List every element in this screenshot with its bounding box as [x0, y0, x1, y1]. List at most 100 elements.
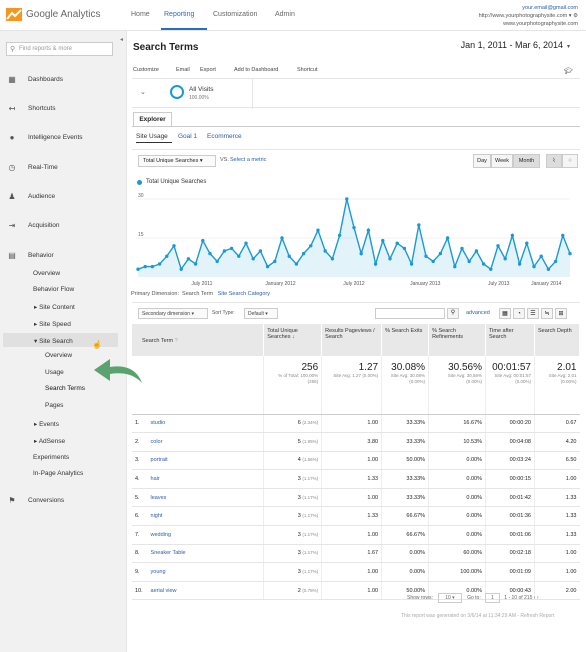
pivot-view-icon[interactable]: ⊞	[555, 308, 567, 319]
sidebar-item-intelligence-events[interactable]: ● Intelligence Events	[0, 130, 126, 144]
col-total-unique-searches[interactable]: Total Unique Searches ↓	[263, 324, 323, 356]
cell-exits: 33.33%	[381, 414, 429, 434]
sidebar-site-search[interactable]: ▾ Site Search	[34, 338, 73, 345]
sidebar-behavior-flow[interactable]: Behavior Flow	[33, 286, 75, 293]
table-row[interactable]: 9. young 3 (1.17%) 1.00 0.00% 100.00% 00:01:0…	[132, 562, 580, 582]
data-point	[366, 228, 371, 232]
date-range-picker[interactable]: Jan 1, 2011 - Mar 6, 2014 ▾	[460, 40, 570, 50]
sidebar-events[interactable]: ▸ Events	[34, 421, 59, 428]
col-search-refinements[interactable]: % Search Refinements	[428, 324, 487, 356]
sidebar-site-content[interactable]: ▸ Site Content	[34, 304, 75, 311]
chevron-down-icon[interactable]: ⌄	[140, 89, 146, 96]
dimension-search-term[interactable]: Search Term	[182, 291, 214, 297]
period-month-button[interactable]: Month	[513, 154, 540, 168]
sidebar-search-overview[interactable]: Overview	[45, 352, 73, 359]
comparison-view-icon[interactable]: ≒	[541, 308, 553, 319]
graduation-cap-icon[interactable]: 🎓︎	[564, 68, 573, 75]
cell-time: 00:00:15	[485, 469, 535, 489]
search-term-link[interactable]: color	[150, 438, 163, 445]
col-search-depth[interactable]: Search Depth	[534, 324, 580, 356]
subtab-ecommerce[interactable]: Ecommerce	[207, 133, 242, 140]
account-selector[interactable]: your.email@gmail.com http://www.yourphot…	[479, 4, 578, 28]
table-row[interactable]: 2. color 5 (1.95%) 3.80 33.33% 10.53% 00:04:0…	[132, 432, 580, 452]
prev-page-icon[interactable]: ‹	[533, 595, 536, 601]
period-day-button[interactable]: Day	[473, 154, 491, 168]
goto-input[interactable]: 1	[485, 593, 500, 603]
search-icon[interactable]: ⚲	[447, 308, 459, 319]
table-search-input[interactable]	[375, 308, 445, 319]
search-term-link[interactable]: aerial view	[150, 587, 177, 594]
advanced-filter-link[interactable]: advanced	[466, 310, 490, 316]
table-view-icon[interactable]: ▦	[499, 308, 511, 319]
search-term-link[interactable]: wedding	[150, 531, 172, 538]
sidebar-item-acquisition[interactable]: ⇥ Acquisition	[0, 218, 126, 232]
sidebar-item-behavior[interactable]: ▤ Behavior	[0, 248, 126, 262]
search-term-link[interactable]: leaves	[150, 494, 167, 501]
export-button[interactable]: Export	[200, 67, 216, 73]
table-row[interactable]: 5. leaves 3 (1.17%) 1.00 33.33% 0.00% 00:01:4…	[132, 488, 580, 508]
performance-view-icon[interactable]: ☰	[527, 308, 539, 319]
sort-type-select[interactable]: Default ▾	[244, 308, 278, 319]
select-metric-link[interactable]: Select a metric	[230, 157, 267, 163]
search-term-link[interactable]: studio	[150, 420, 166, 427]
search-term-link[interactable]: Sneaker Table	[150, 550, 186, 557]
sidebar-item-conversions[interactable]: ⚑ Conversions	[0, 493, 126, 507]
table-row[interactable]: 8. Sneaker Table 3 (1.17%) 1.67 0.00% 60.00%…	[132, 544, 580, 564]
search-term-link[interactable]: young	[150, 569, 166, 576]
secondary-dimension-select[interactable]: Secondary dimension ▾	[138, 308, 208, 319]
tab-customization[interactable]: Customization	[213, 11, 258, 18]
subtab-goal-1[interactable]: Goal 1	[178, 133, 198, 140]
table-row[interactable]: 6. night 3 (1.17%) 1.33 66.67% 0.00% 00:01:36…	[132, 506, 580, 527]
tab-explorer[interactable]: Explorer	[133, 112, 172, 126]
report-search-input[interactable]: ⚲ Find reports & more	[6, 42, 113, 56]
table-row[interactable]: 10. aerial view 2 (0.78%) 1.00 50.00% 0.00% 0…	[132, 581, 580, 601]
row-index: 7.	[135, 531, 140, 538]
add-to-dashboard-button[interactable]: Add to Dashboard	[234, 67, 279, 73]
search-term-link[interactable]: portrait	[150, 457, 168, 464]
pie-view-icon[interactable]: ◔	[513, 308, 525, 319]
dimension-site-search-category[interactable]: Site Search Category	[217, 291, 270, 297]
collapse-sidebar-icon[interactable]: ◂	[120, 37, 124, 43]
col-results-pageviews[interactable]: Results Pageviews / Search	[321, 324, 383, 356]
col-time-after-search[interactable]: Time after Search	[485, 324, 535, 356]
tab-home[interactable]: Home	[131, 11, 150, 18]
search-term-link[interactable]: night	[150, 513, 163, 520]
table-row[interactable]: 3. portrait 4 (1.56%) 1.00 50.00% 0.00% 00:03…	[132, 451, 580, 471]
gear-icon[interactable]: ⚙	[573, 13, 578, 19]
logo[interactable]: Google Analytics	[6, 8, 101, 21]
sidebar-search-terms[interactable]: Search Terms	[45, 385, 85, 392]
sidebar-item-dashboards[interactable]: ▦ Dashboards	[0, 72, 126, 86]
metric-select[interactable]: Total Unique Searches ▾	[138, 155, 216, 167]
segment-name[interactable]: All Visits	[189, 86, 214, 93]
shortcut-button[interactable]: Shortcut	[297, 67, 318, 73]
period-week-button[interactable]: Week	[491, 154, 513, 168]
tab-reporting[interactable]: Reporting	[164, 11, 195, 18]
show-rows-select[interactable]: 10 ▾	[438, 593, 462, 603]
sidebar-behavior-overview[interactable]: Overview	[33, 270, 61, 277]
subtab-site-usage[interactable]: Site Usage	[136, 133, 168, 140]
table-row[interactable]: 4. hair 3 (1.17%) 1.33 33.33% 0.00% 00:00:15 1…	[132, 469, 580, 489]
line-chart-icon[interactable]: ⌇	[546, 154, 562, 168]
sidebar-in-page-analytics[interactable]: In-Page Analytics	[33, 470, 84, 477]
sidebar-item-real-time[interactable]: ◷ Real-Time	[0, 160, 126, 174]
table-row[interactable]: 7. wedding 3 (1.17%) 1.00 66.67% 0.00% 00:01:…	[132, 525, 580, 545]
next-page-icon[interactable]: ›	[536, 595, 539, 601]
cell-searches: 3	[297, 531, 301, 538]
email-button[interactable]: Email	[176, 67, 190, 73]
cell-searches: 4	[297, 457, 301, 464]
col-search-term[interactable]: Search Term ?	[132, 324, 265, 356]
sidebar-adsense[interactable]: ▸ AdSense	[34, 438, 66, 445]
sidebar-item-audience[interactable]: ♟ Audience	[0, 189, 126, 203]
col-search-exits[interactable]: % Search Exits	[381, 324, 430, 356]
tab-admin[interactable]: Admin	[275, 11, 295, 18]
sidebar-search-pages[interactable]: Pages	[45, 402, 64, 409]
sidebar-site-speed[interactable]: ▸ Site Speed	[34, 321, 71, 328]
motion-chart-icon[interactable]: ⁘	[562, 154, 578, 168]
sidebar-search-usage[interactable]: Usage	[45, 369, 64, 376]
search-term-link[interactable]: hair	[150, 476, 160, 483]
sidebar-experiments[interactable]: Experiments	[33, 454, 70, 461]
customize-button[interactable]: Customize	[133, 67, 159, 73]
table-row[interactable]: 1. studio 6 (2.34%) 1.00 33.33% 16.67% 00:00:…	[132, 414, 580, 434]
sidebar-item-shortcuts[interactable]: ↤ Shortcuts	[0, 101, 126, 115]
chevron-down-icon[interactable]: ▾	[568, 13, 572, 19]
